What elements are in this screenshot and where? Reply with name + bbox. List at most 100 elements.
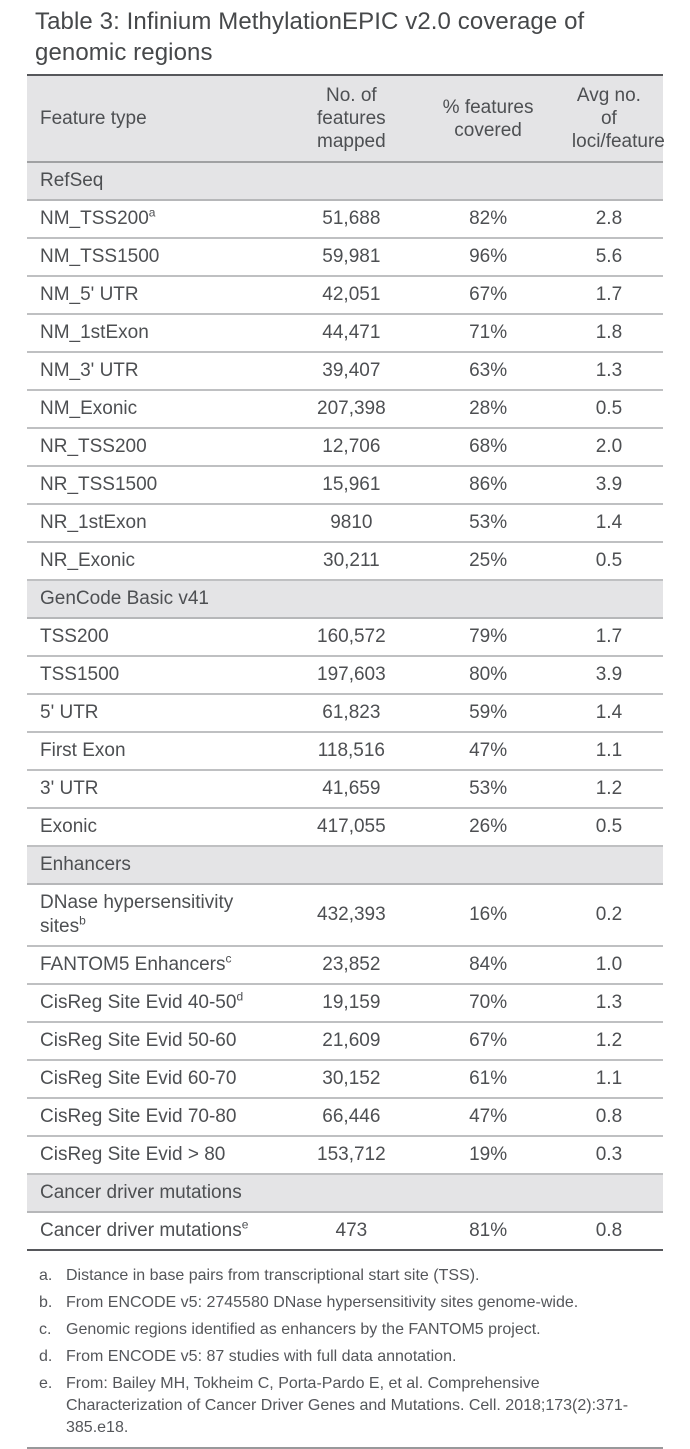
features-mapped-cell: 42,051	[281, 276, 422, 316]
footnote-label: e.	[39, 1375, 53, 1393]
features-mapped-cell: 39,407	[281, 352, 422, 392]
avg-loci-cell: 0.8	[554, 1098, 663, 1138]
feature-type-cell: 3' UTR	[27, 770, 282, 810]
features-covered-cell: 61%	[421, 1060, 555, 1100]
table-row: TSS200 160,572 79% 1.7	[27, 618, 663, 658]
table-row: NR_Exonic 30,211 25% 0.5	[27, 542, 663, 582]
features-mapped-cell: 207,398	[281, 390, 422, 430]
footnote-marker: a	[148, 206, 156, 221]
table-row: NR_TSS200 12,706 68% 2.0	[27, 428, 663, 468]
feature-type-cell: NM_5' UTR	[27, 276, 282, 316]
avg-loci-cell: 1.0	[554, 946, 663, 986]
footnotes-list: a. Distance in base pairs from transcript…	[27, 1265, 651, 1439]
features-mapped-cell: 432,393	[281, 884, 422, 948]
footnote-marker: d	[236, 990, 244, 1005]
footnote-label: d.	[39, 1348, 53, 1366]
feature-type-cell: NR_1stExon	[27, 504, 282, 544]
table-row: CisReg Site Evid 40-50d 19,159 70% 1.3	[27, 984, 663, 1024]
footnote-text: From ENCODE v5: 87 studies with full dat…	[66, 1348, 457, 1366]
feature-type-cell: NM_TSS200a	[27, 200, 282, 240]
feature-type-cell: CisReg Site Evid 40-50d	[27, 984, 282, 1024]
avg-loci-cell: 1.2	[554, 1022, 663, 1062]
feature-type-cell: NM_TSS1500	[27, 238, 282, 278]
features-covered-cell: 25%	[421, 542, 555, 582]
column-header-features-mapped: No. of features mapped	[281, 75, 422, 164]
feature-type-cell: Exonic	[27, 808, 282, 848]
feature-type-cell: NM_Exonic	[27, 390, 282, 430]
feature-type-cell: CisReg Site Evid 70-80	[27, 1098, 282, 1138]
column-header-label: Feature type	[40, 108, 147, 130]
feature-type-cell: DNase hypersensitivity sitesb	[27, 884, 282, 948]
features-mapped-cell: 12,706	[281, 428, 422, 468]
avg-loci-cell: 1.3	[554, 352, 663, 392]
features-mapped-cell: 15,961	[281, 466, 422, 506]
table-row: Exonic 417,055 26% 0.5	[27, 808, 663, 848]
avg-loci-cell: 1.8	[554, 314, 663, 354]
feature-type-cell: Cancer driver mutationse	[27, 1212, 282, 1252]
avg-loci-cell: 1.7	[554, 618, 663, 658]
feature-type-cell: CisReg Site Evid 50-60	[27, 1022, 282, 1062]
column-header-features-covered: % features covered	[421, 75, 555, 164]
feature-type-cell: First Exon	[27, 732, 282, 772]
features-covered-cell: 82%	[421, 200, 555, 240]
avg-loci-cell: 1.4	[554, 694, 663, 734]
table-row: CisReg Site Evid > 80 153,712 19% 0.3	[27, 1136, 663, 1176]
table-row: NR_1stExon 9810 53% 1.4	[27, 504, 663, 544]
table-row: TSS1500 197,603 80% 3.9	[27, 656, 663, 696]
footnote-marker: b	[79, 914, 86, 929]
avg-loci-cell: 2.8	[554, 200, 663, 240]
feature-type-cell: NR_TSS1500	[27, 466, 282, 506]
features-mapped-cell: 23,852	[281, 946, 422, 986]
column-header-label: No. of features mapped	[317, 85, 386, 153]
avg-loci-cell: 0.5	[554, 390, 663, 430]
table-row: CisReg Site Evid 50-60 21,609 67% 1.2	[27, 1022, 663, 1062]
features-mapped-cell: 9810	[281, 504, 422, 544]
footnote-item: c. Genomic regions identified as enhancer…	[39, 1319, 651, 1341]
feature-type-cell: 5' UTR	[27, 694, 282, 734]
footnote-item: a. Distance in base pairs from transcript…	[39, 1265, 651, 1287]
table-row: 3' UTR 41,659 53% 1.2	[27, 770, 663, 810]
features-covered-cell: 84%	[421, 946, 555, 986]
features-covered-cell: 80%	[421, 656, 555, 696]
section-title: Enhancers	[27, 846, 663, 886]
coverage-table: Feature type No. of features mapped % fe…	[27, 74, 665, 1252]
features-mapped-cell: 30,211	[281, 542, 422, 582]
footnote-text: From ENCODE v5: 2745580 DNase hypersensi…	[66, 1294, 579, 1312]
table-row: CisReg Site Evid 70-80 66,446 47% 0.8	[27, 1098, 663, 1138]
features-covered-cell: 53%	[421, 770, 555, 810]
avg-loci-cell: 1.7	[554, 276, 663, 316]
table-row: NR_TSS1500 15,961 86% 3.9	[27, 466, 663, 506]
table-row: NM_3' UTR 39,407 63% 1.3	[27, 352, 663, 392]
table-row: First Exon 118,516 47% 1.1	[27, 732, 663, 772]
features-covered-cell: 71%	[421, 314, 555, 354]
features-covered-cell: 68%	[421, 428, 555, 468]
footnote-item: b. From ENCODE v5: 2745580 DNase hypersen…	[39, 1292, 651, 1314]
column-header-feature-type: Feature type	[27, 75, 282, 164]
features-covered-cell: 86%	[421, 466, 555, 506]
table-row: NM_5' UTR 42,051 67% 1.7	[27, 276, 663, 316]
features-mapped-cell: 473	[281, 1212, 422, 1252]
features-mapped-cell: 153,712	[281, 1136, 422, 1176]
section-header-row: RefSeq	[27, 162, 663, 202]
features-mapped-cell: 417,055	[281, 808, 422, 848]
avg-loci-cell: 3.9	[554, 466, 663, 506]
features-mapped-cell: 66,446	[281, 1098, 422, 1138]
column-header-label: Avg no. of loci/feature	[571, 85, 665, 153]
table-row: DNase hypersensitivity sitesb 432,393 16% 0…	[27, 884, 663, 948]
section-title: RefSeq	[27, 162, 663, 202]
features-covered-cell: 96%	[421, 238, 555, 278]
features-covered-cell: 47%	[421, 732, 555, 772]
footnote-item: e. From: Bailey MH, Tokheim C, Porta-Pard…	[39, 1373, 651, 1439]
feature-type-cell: NM_3' UTR	[27, 352, 282, 392]
features-covered-cell: 59%	[421, 694, 555, 734]
table-row: Cancer driver mutationse 473 81% 0.8	[27, 1212, 663, 1252]
footnote-label: c.	[39, 1321, 52, 1339]
features-covered-cell: 28%	[421, 390, 555, 430]
feature-type-cell: NR_TSS200	[27, 428, 282, 468]
table-row: FANTOM5 Enhancersc 23,852 84% 1.0	[27, 946, 663, 986]
features-covered-cell: 67%	[421, 276, 555, 316]
avg-loci-cell: 1.3	[554, 984, 663, 1024]
features-mapped-cell: 19,159	[281, 984, 422, 1024]
feature-type-cell: CisReg Site Evid 60-70	[27, 1060, 282, 1100]
